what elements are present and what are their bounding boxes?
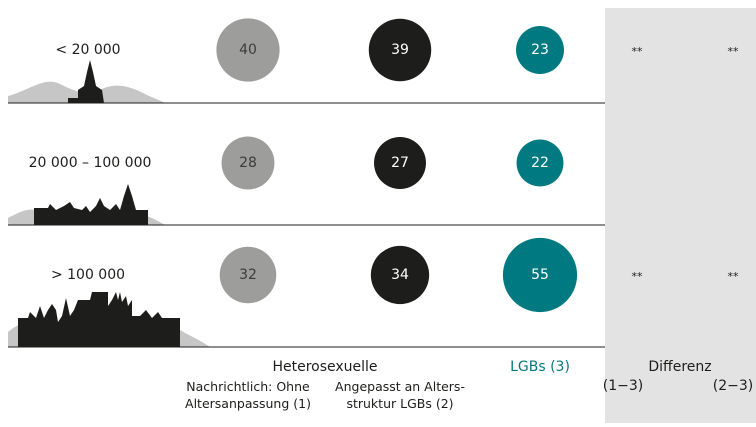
village-silhouette	[8, 60, 165, 103]
value-label: 23	[531, 42, 549, 58]
difference-title: Differenz	[648, 359, 711, 375]
group-label: Heterosexuelle	[272, 359, 377, 375]
page: < 20 000 20 000 – 100 000 > 100 000 40 28 32 3…	[0, 0, 756, 423]
row-label: < 20 000	[55, 42, 120, 58]
difference-column: (2−3)	[713, 378, 753, 394]
value-label: 32	[239, 267, 257, 283]
value-label: 55	[531, 267, 549, 283]
series-name: Angepasst an Alters­struktur LGBs (2)	[334, 378, 466, 412]
significance-mark: **	[728, 45, 740, 58]
significance-mark: **	[632, 270, 644, 283]
value-label: 39	[391, 42, 409, 58]
value-label: 22	[531, 155, 549, 171]
town-silhouette	[8, 184, 165, 225]
series-name-box: Nachrichtlich: Ohne Altersanpassung (1)	[178, 378, 318, 418]
significance-mark: **	[728, 270, 740, 283]
row-label: > 100 000	[51, 267, 125, 283]
value-label: 28	[239, 155, 257, 171]
difference-column: (1−3)	[603, 378, 643, 394]
series-name-box: Angepasst an Alters­struktur LGBs (2)	[334, 378, 466, 418]
row-label: 20 000 – 100 000	[29, 155, 152, 171]
value-label: 34	[391, 267, 409, 283]
value-label: 27	[391, 155, 409, 171]
city-silhouette	[8, 292, 210, 347]
series-name: LGBs (3)	[510, 359, 570, 375]
significance-mark: **	[632, 45, 644, 58]
value-label: 40	[239, 42, 257, 58]
series-name: Nachrichtlich: Ohne Altersanpassung (1)	[178, 378, 318, 412]
chart: < 20 000 20 000 – 100 000 > 100 000 40 28 32 3…	[0, 0, 756, 423]
